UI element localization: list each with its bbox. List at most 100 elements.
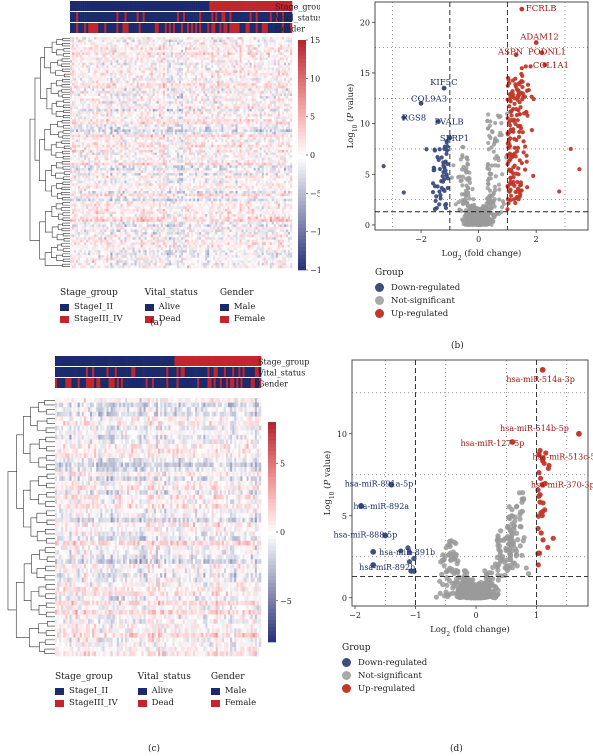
heatmap-cell (229, 44, 232, 48)
heatmap-cell (185, 78, 188, 81)
heatmap-cell (110, 80, 113, 84)
heatmap-cell (154, 93, 158, 97)
heatmap-cell (156, 106, 160, 110)
heatmap-cell (174, 129, 178, 133)
heatmap-cell (156, 137, 160, 140)
heatmap-cell (267, 93, 271, 97)
annotation-cell (185, 23, 188, 33)
heatmap-cell (267, 106, 271, 110)
heatmap-cell (217, 37, 220, 40)
heatmap-cell (197, 52, 200, 56)
heatmap-cell (146, 83, 149, 87)
heatmap-cell (253, 62, 256, 66)
heatmap-cell (130, 139, 133, 143)
heatmap-cell (269, 39, 273, 43)
heatmap-cell (221, 111, 224, 115)
heatmap-cell (82, 67, 85, 71)
heatmap-cell (86, 39, 89, 43)
heatmap-cell (124, 134, 127, 138)
heatmap-cell (283, 134, 287, 138)
heatmap-cell (118, 47, 121, 51)
heatmap-cell (243, 47, 246, 51)
heatmap-cell (104, 137, 107, 140)
heatmap-cell (209, 134, 212, 138)
heatmap-cell (80, 75, 83, 79)
heatmap-cell (227, 101, 230, 104)
heatmap-cell (263, 70, 267, 74)
heatmap-cell (104, 116, 107, 120)
heatmap-cell (166, 131, 170, 135)
heatmap-cell (156, 119, 160, 122)
heatmap-cell (193, 129, 196, 133)
heatmap-cell (130, 108, 133, 112)
heatmap-cell (185, 93, 188, 97)
heatmap-cell (205, 70, 208, 74)
heatmap-cell (191, 101, 194, 104)
heatmap-cell (130, 124, 133, 128)
heatmap-cell (76, 85, 79, 89)
heatmap-cell (221, 70, 224, 74)
heatmap-cell (110, 144, 113, 148)
heatmap-cell (138, 47, 141, 51)
annotation-cell (138, 12, 141, 22)
heatmap-cell (174, 119, 178, 122)
heatmap-cell (245, 83, 248, 87)
heatmap-cell (132, 83, 135, 87)
heatmap-cell (114, 54, 117, 58)
heatmap-cell (78, 126, 81, 130)
heatmap-cell (249, 85, 252, 89)
heatmap-cell (263, 93, 267, 97)
heatmap-cell (162, 49, 166, 53)
heatmap-cell (112, 67, 115, 71)
heatmap-cell (94, 111, 97, 115)
heatmap-cell (106, 134, 109, 138)
heatmap-cell (209, 139, 212, 143)
heatmap-cell (144, 129, 147, 133)
annotation-cell (265, 12, 269, 22)
heatmap-cell (195, 129, 198, 133)
heatmap-cell (249, 80, 252, 84)
heatmap-cell (136, 96, 139, 99)
heatmap-cell (245, 54, 248, 58)
heatmap-cell (102, 44, 105, 48)
annotation-cell (185, 1, 188, 11)
heatmap-cell (269, 98, 273, 102)
heatmap-cell (106, 85, 109, 89)
heatmap-cell (112, 57, 115, 61)
heatmap-cell (154, 39, 158, 43)
heatmap-cell (164, 80, 168, 84)
heatmap-cell (245, 52, 248, 56)
heatmap-cell (237, 60, 240, 63)
heatmap-cell (74, 121, 77, 125)
heatmap-cell (201, 139, 204, 143)
heatmap-cell (229, 134, 232, 138)
heatmap-cell (160, 108, 164, 112)
heatmap-cell (176, 57, 180, 61)
heatmap-cell (90, 121, 93, 125)
heatmap-cell (231, 72, 234, 76)
heatmap-cell (80, 129, 83, 133)
annotation-cell (158, 1, 162, 11)
heatmap-cell (166, 134, 170, 138)
heatmap-cell (152, 88, 156, 92)
heatmap-cell (126, 139, 129, 143)
heatmap-cell (279, 60, 283, 63)
heatmap-cell (249, 137, 252, 140)
annotation-cell (257, 12, 261, 22)
heatmap-cell (110, 75, 113, 79)
annotation-cell (287, 23, 291, 33)
heatmap-cell (247, 65, 250, 69)
heatmap-cell (215, 39, 218, 43)
heatmap-cell (247, 54, 250, 58)
heatmap-cell (211, 121, 214, 125)
heatmap-cell (162, 108, 166, 112)
annotation-cell (174, 1, 178, 11)
heatmap-cell (269, 49, 273, 53)
heatmap-cell (277, 121, 281, 125)
heatmap-cell (176, 131, 180, 135)
heatmap-cell (160, 124, 164, 128)
heatmap-cell (168, 57, 172, 61)
heatmap-cell (199, 101, 202, 104)
heatmap-cell (229, 142, 232, 146)
heatmap-cell (269, 139, 273, 143)
